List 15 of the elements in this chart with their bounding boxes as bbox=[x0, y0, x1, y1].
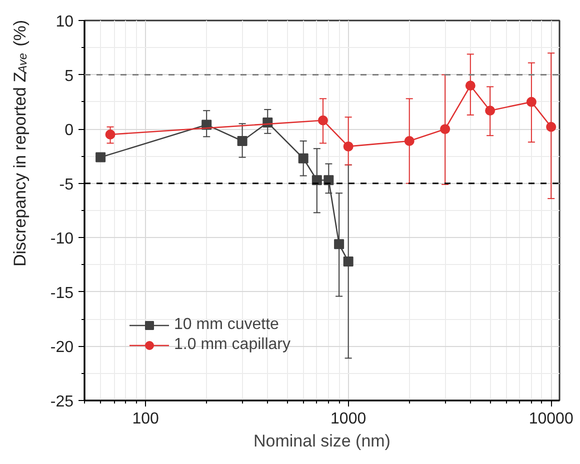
y-axis-title: Discrepancy in reported ZAve (%) bbox=[10, 20, 30, 267]
x-tick-label: 10000 bbox=[528, 410, 574, 428]
legend-label: 1.0 mm capillary bbox=[174, 336, 290, 354]
y-tick-label: -20 bbox=[50, 339, 74, 356]
y-tick-label: -10 bbox=[50, 230, 74, 248]
x-tick-label: 1000 bbox=[330, 410, 366, 428]
y-tick-label: -5 bbox=[59, 176, 74, 194]
x-tick-label: 100 bbox=[132, 410, 159, 428]
x-axis-title: Nominal size (nm) bbox=[254, 432, 390, 450]
legend-label: 10 mm cuvette bbox=[174, 316, 279, 334]
y-tick-label: -15 bbox=[50, 284, 74, 302]
y-tick-label: 10 bbox=[56, 14, 74, 30]
y-tick-label: -25 bbox=[50, 394, 74, 410]
y-tick-label: 5 bbox=[64, 68, 74, 85]
y-tick-label: 0 bbox=[64, 122, 74, 140]
